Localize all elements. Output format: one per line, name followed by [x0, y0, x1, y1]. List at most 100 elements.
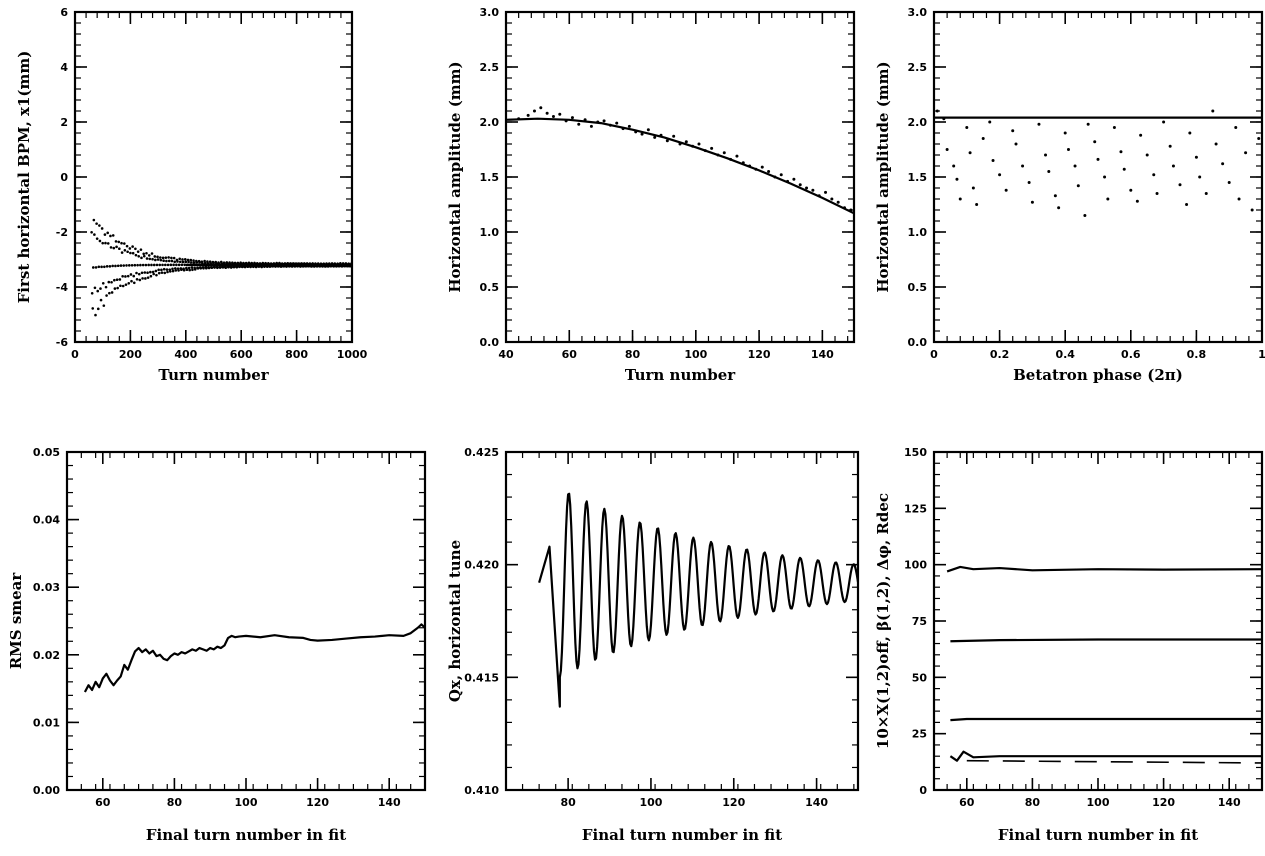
data-point [180, 263, 184, 267]
data-point [1234, 126, 1238, 129]
dashed-line [966, 759, 1262, 764]
data-point [185, 268, 189, 272]
data-point [156, 255, 159, 259]
data-point [216, 266, 219, 270]
data-point [164, 256, 168, 259]
data-point [526, 113, 530, 117]
y-tick-label: 1.5 [480, 171, 500, 184]
data-point [1135, 199, 1139, 203]
data-point [105, 265, 109, 268]
data-point [111, 234, 115, 237]
data-point [596, 120, 600, 124]
data-point [181, 260, 185, 264]
data-point [150, 263, 153, 267]
x-tick-label: 60 [95, 796, 111, 809]
data-point [678, 142, 682, 146]
data-point [998, 173, 1002, 177]
data-point [1057, 206, 1061, 210]
data-point [160, 271, 164, 274]
y-tick-label: 1.0 [908, 226, 928, 239]
data-point [115, 278, 119, 282]
data-point [96, 307, 100, 311]
x-axis-label: Turn number [625, 366, 736, 384]
plot-frame [932, 450, 1264, 792]
y-tick-label: -6 [56, 336, 69, 349]
data-point [108, 265, 112, 268]
y-tick-label: 0.0 [908, 336, 928, 349]
x-axis-label: Betatron phase (2π) [1013, 366, 1183, 384]
data-layer [946, 565, 1262, 764]
data-point [190, 261, 193, 264]
data-point [124, 283, 128, 286]
x-tick-label: 0.4 [1055, 348, 1075, 361]
data-point [811, 188, 815, 192]
data-point [192, 259, 195, 262]
data-point [1083, 214, 1087, 217]
data-point [186, 258, 190, 262]
data-point [106, 242, 110, 245]
y-tick-label: 4 [60, 61, 68, 74]
data-point [162, 259, 165, 262]
data-point [94, 266, 98, 269]
data-point [141, 277, 144, 280]
x-axis-label: Final turn number in fit [582, 826, 782, 844]
data-point [767, 170, 771, 173]
data-point [181, 258, 184, 261]
data-point [539, 106, 543, 110]
x-tick-label: 200 [119, 348, 142, 361]
x-tick-label: 1 [1258, 348, 1265, 361]
data-point [127, 264, 131, 267]
data-point [703, 149, 707, 153]
data-point [710, 146, 714, 150]
data-point [110, 291, 114, 294]
data-point [221, 266, 225, 269]
data-point [754, 167, 758, 171]
data-point [659, 133, 663, 137]
x-tick-label: 60 [959, 796, 975, 809]
data-point [90, 230, 93, 234]
data-point [159, 256, 162, 259]
data-point [91, 307, 95, 310]
data-point [113, 278, 116, 282]
data-point [210, 266, 214, 270]
data-point [968, 151, 972, 155]
data-point [1122, 167, 1126, 171]
plot-frame [504, 450, 860, 792]
data-point [126, 250, 129, 254]
data-point [180, 268, 183, 272]
x-axis-label: Final turn number in fit [146, 826, 346, 844]
x-tick-label: 800 [285, 348, 308, 361]
data-point [148, 257, 152, 261]
data-point [1093, 140, 1097, 144]
data-point [1129, 188, 1133, 192]
data-point [1152, 173, 1156, 177]
data-point [1086, 122, 1090, 126]
data-point [165, 268, 169, 271]
data-point [154, 269, 158, 273]
x-tick-label: 80 [167, 796, 183, 809]
data-point [151, 257, 154, 261]
data-point [117, 240, 121, 244]
data-point [160, 268, 163, 272]
data-point [143, 271, 147, 274]
data-point [97, 265, 101, 269]
data-point [129, 273, 133, 276]
data-point [154, 258, 157, 262]
data-point [137, 254, 141, 258]
data-point [123, 242, 126, 245]
y-axis-label: First horizontal BPM, x1(mm) [15, 51, 33, 304]
data-point [177, 263, 181, 267]
data-point [958, 197, 962, 201]
x-tick-label: 80 [1025, 796, 1041, 809]
data-point [178, 257, 182, 261]
data-point [981, 137, 985, 140]
data-point [640, 132, 644, 136]
data-point [90, 291, 94, 295]
series-line [83, 623, 425, 693]
y-tick-label: 125 [904, 502, 927, 515]
data-point [760, 165, 764, 169]
data-point [147, 254, 151, 257]
data-point [138, 278, 142, 282]
data-point [161, 256, 165, 260]
data-point [1168, 144, 1172, 148]
